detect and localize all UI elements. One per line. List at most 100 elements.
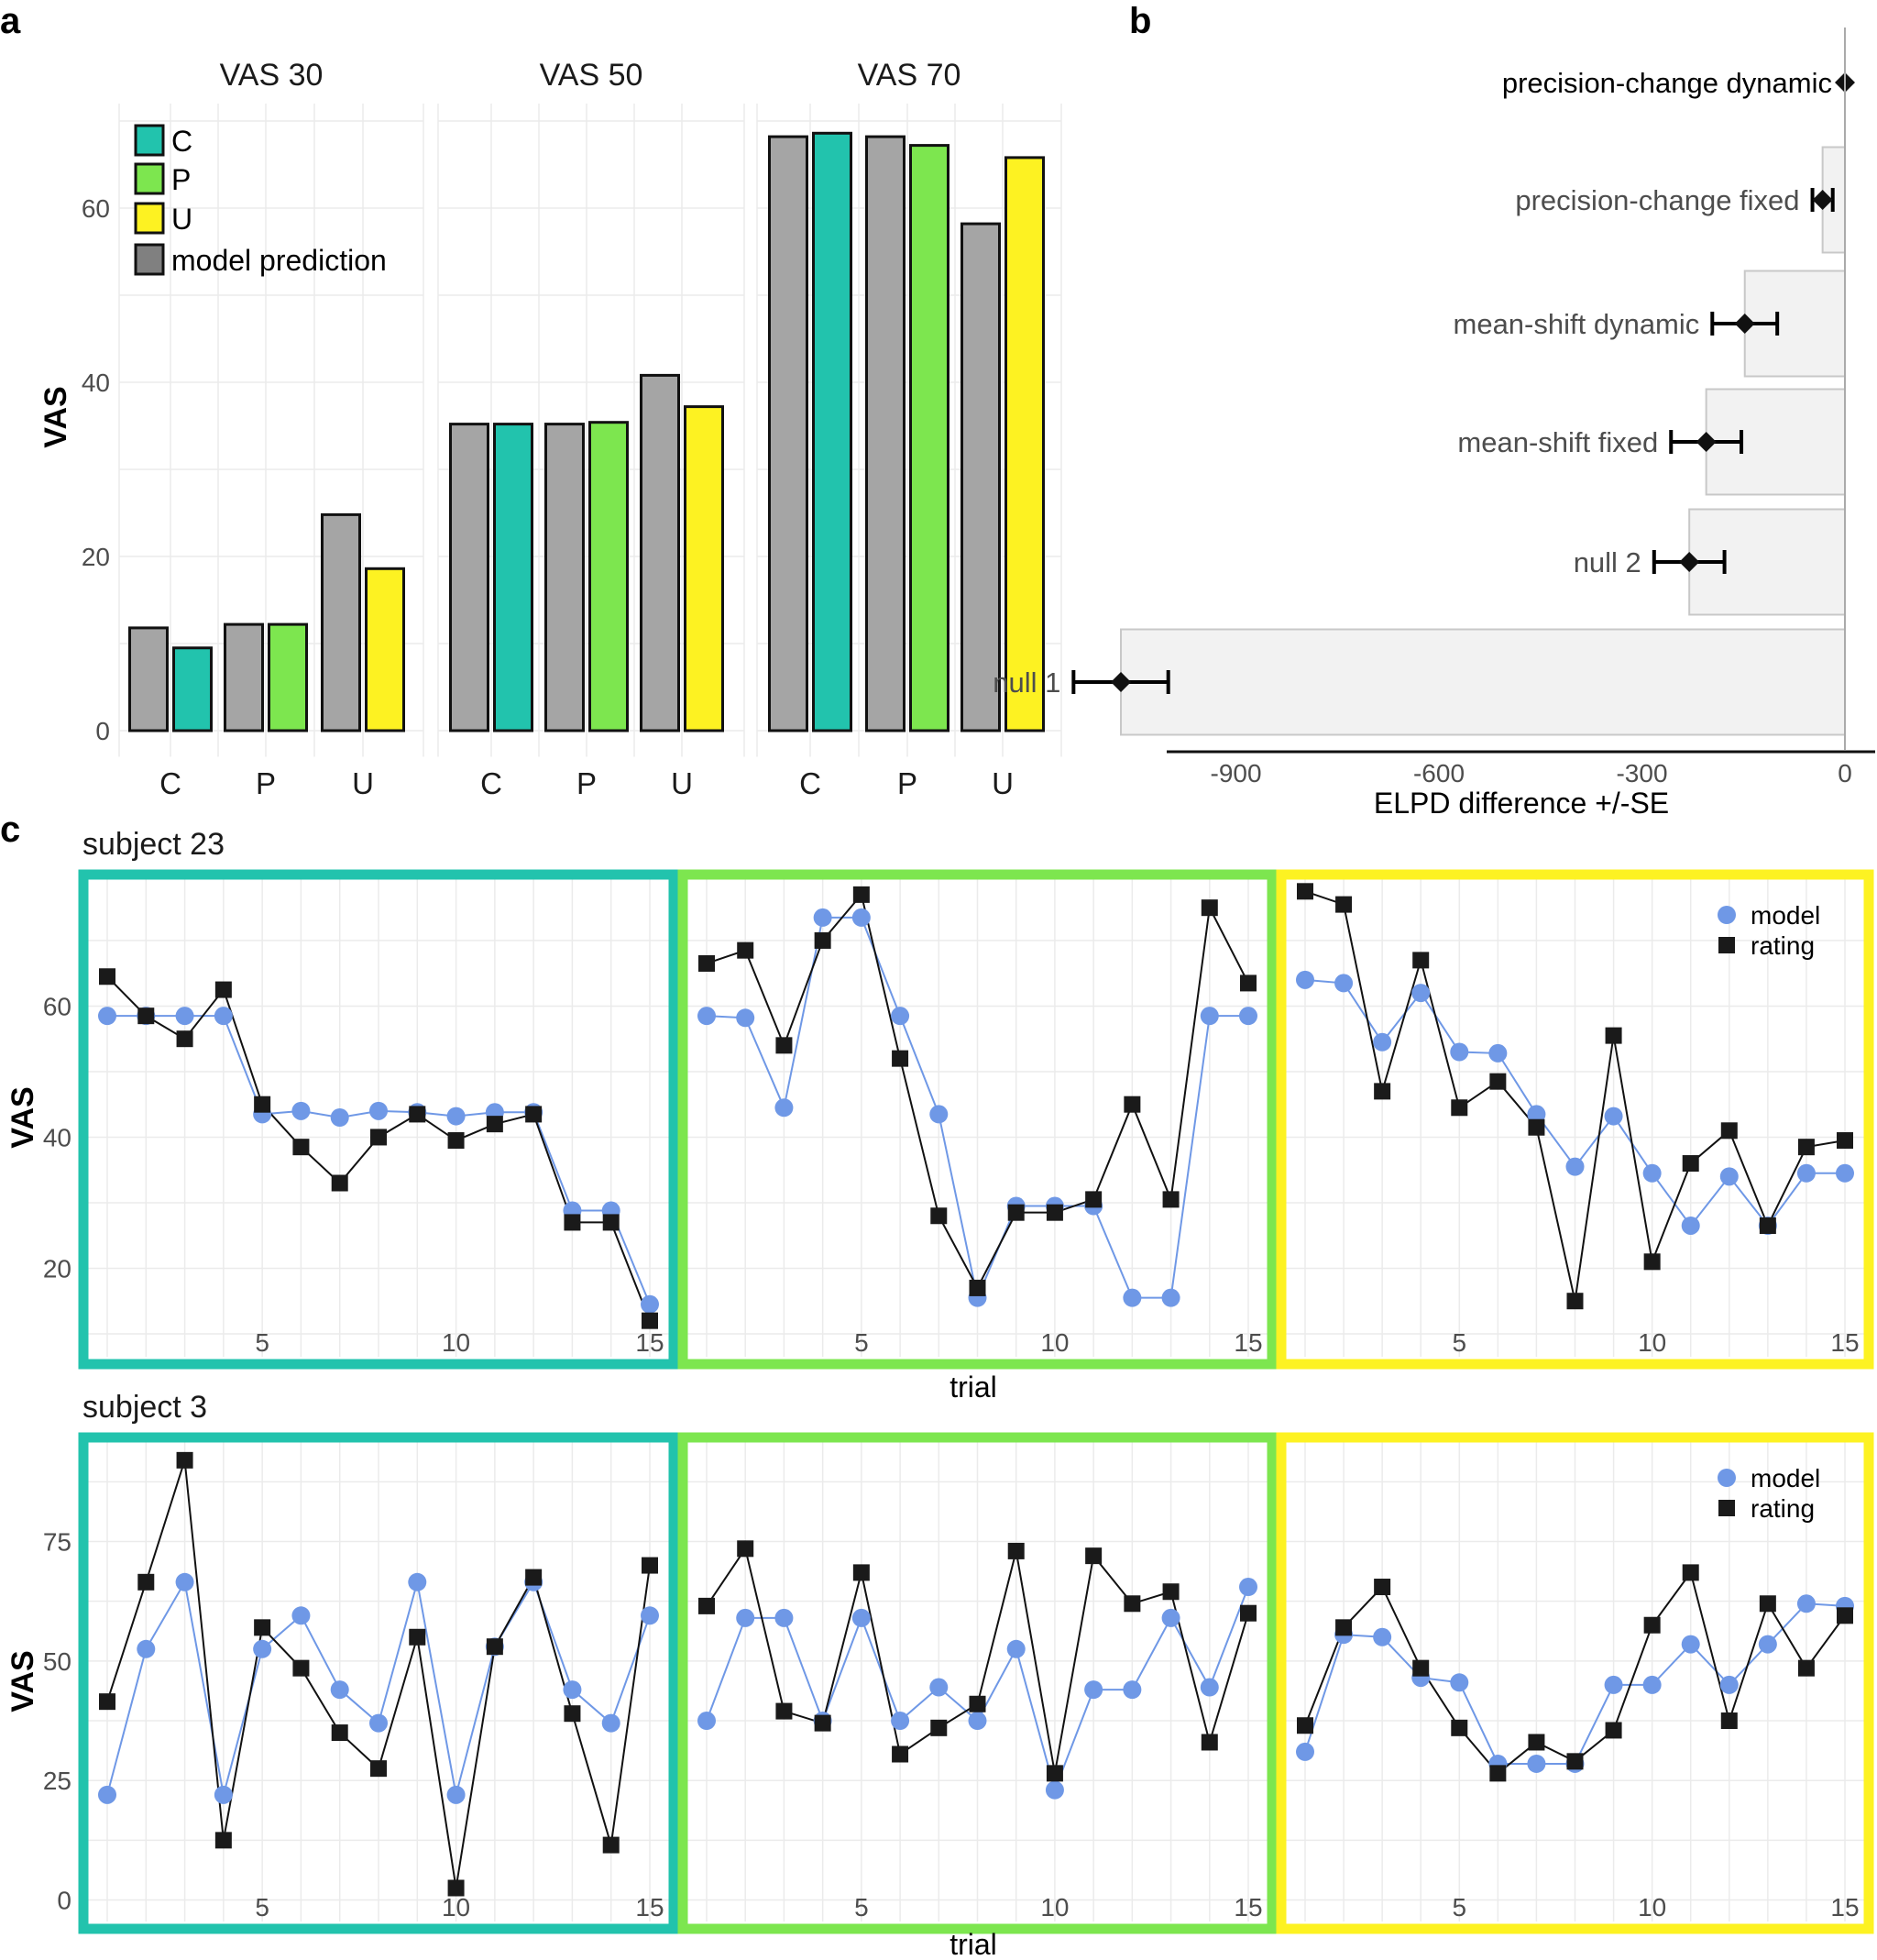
rating-point — [1720, 1712, 1738, 1730]
rating-point — [331, 1724, 348, 1742]
model-point — [1045, 1780, 1064, 1800]
y-tick-label: 40 — [43, 1123, 71, 1151]
rating-point — [525, 1106, 543, 1123]
elpd-point — [1696, 432, 1717, 452]
rating-point — [775, 1702, 793, 1720]
model-point — [369, 1713, 388, 1733]
rating-point — [1797, 1659, 1815, 1677]
rating-point — [930, 1719, 948, 1736]
rating-point — [447, 1879, 465, 1897]
model-label: null 1 — [993, 666, 1060, 699]
facet-title: VAS 70 — [858, 58, 961, 93]
model-point — [1681, 1635, 1700, 1654]
x-tick-label: 15 — [1234, 1893, 1262, 1921]
model-point — [98, 1007, 116, 1026]
model-point — [446, 1107, 466, 1126]
legend-model-label: model — [1751, 1464, 1820, 1492]
rating-point — [602, 1836, 620, 1854]
rating-point — [892, 1745, 909, 1763]
panel-label-b: b — [1129, 1, 1151, 41]
model-point — [369, 1101, 388, 1120]
x-tick-label: 10 — [1040, 1328, 1069, 1357]
model-point — [1334, 974, 1354, 993]
rating-point — [814, 1714, 831, 1732]
category-tick-label: C — [480, 766, 502, 800]
condition-frame — [1276, 869, 1874, 1370]
model-point — [1681, 1216, 1700, 1235]
x-tick-label: 5 — [255, 1893, 269, 1921]
model-point — [1719, 1675, 1739, 1694]
x-tick-label: 5 — [854, 1328, 869, 1357]
rating-point — [137, 1008, 155, 1025]
model-point — [1642, 1675, 1662, 1694]
rating-point — [1682, 1564, 1699, 1581]
model-point — [1296, 1742, 1314, 1761]
model-point — [774, 1608, 794, 1627]
elpd-point — [1734, 314, 1755, 334]
condition-frame — [1276, 1432, 1874, 1934]
x-axis-label: trial — [949, 1928, 997, 1960]
legend-key — [134, 243, 165, 276]
category-tick-label: U — [992, 766, 1014, 800]
y-axis-label: VAS — [5, 1086, 40, 1148]
x-tick-label: 5 — [854, 1893, 869, 1921]
rating-point — [1374, 1579, 1391, 1596]
subject-title: subject 23 — [82, 827, 225, 862]
model-point — [98, 1785, 116, 1804]
rating-point — [1162, 1583, 1180, 1601]
legend-model-key — [1718, 906, 1736, 924]
rating-point — [1124, 1595, 1141, 1613]
panel-b-elpd-chart: precision-change dynamic precision-change… — [993, 28, 1875, 820]
model-point — [175, 1007, 194, 1026]
model-point — [851, 908, 871, 927]
rating-point — [1797, 1139, 1815, 1156]
rating-point — [1759, 1217, 1776, 1234]
rating-point — [852, 886, 870, 903]
model-point — [1123, 1288, 1142, 1307]
x-axis-label: ELPD difference +/-SE — [1374, 787, 1669, 820]
model-point — [641, 1606, 659, 1625]
x-tick-label: 15 — [635, 1328, 664, 1357]
model-point — [1796, 1594, 1816, 1613]
model-point — [1796, 1163, 1816, 1183]
rating-point — [564, 1705, 581, 1723]
rating-point — [1335, 1619, 1353, 1636]
rating-point — [1007, 1204, 1025, 1221]
x-tick-label: 5 — [1452, 1328, 1466, 1357]
model-point — [697, 1007, 716, 1026]
rating-point — [214, 1832, 232, 1849]
rating-point — [1489, 1765, 1507, 1782]
rating-point — [1489, 1073, 1507, 1090]
model-point — [1123, 1680, 1142, 1700]
model-point — [214, 1007, 233, 1026]
category-tick-label: P — [897, 766, 917, 800]
rating-point — [292, 1139, 310, 1156]
category-tick-label: C — [799, 766, 821, 800]
rating-point — [486, 1116, 503, 1133]
rating-point — [409, 1628, 426, 1646]
model-point — [929, 1105, 949, 1124]
model-point — [1488, 1043, 1508, 1063]
rating-point — [176, 1451, 193, 1469]
bar-observed — [684, 405, 724, 732]
model-point — [1006, 1639, 1026, 1658]
model-label: precision-change fixed — [1515, 184, 1799, 216]
model-point — [774, 1098, 794, 1118]
condition-frame — [78, 1432, 679, 1934]
rating-point — [525, 1569, 543, 1586]
elpd-point — [1812, 190, 1833, 210]
model-point — [214, 1785, 233, 1804]
rating-point — [1374, 1083, 1391, 1100]
rating-point — [969, 1279, 986, 1296]
y-tick-label: 75 — [43, 1527, 71, 1556]
model-point — [1527, 1105, 1546, 1124]
rating-point — [1046, 1765, 1063, 1782]
bar-model-prediction — [224, 622, 264, 732]
model-point — [697, 1712, 716, 1731]
rating-point — [331, 1174, 348, 1192]
category-tick-label: C — [159, 766, 181, 800]
model-point — [408, 1572, 427, 1591]
model-point — [253, 1639, 272, 1658]
panel-a-grouped-bar-chart: VAS 30 VAS 50 VAS 70C P U C P U C P U0204060VASCPU… — [38, 58, 1062, 800]
panel-label-a: a — [0, 1, 21, 41]
